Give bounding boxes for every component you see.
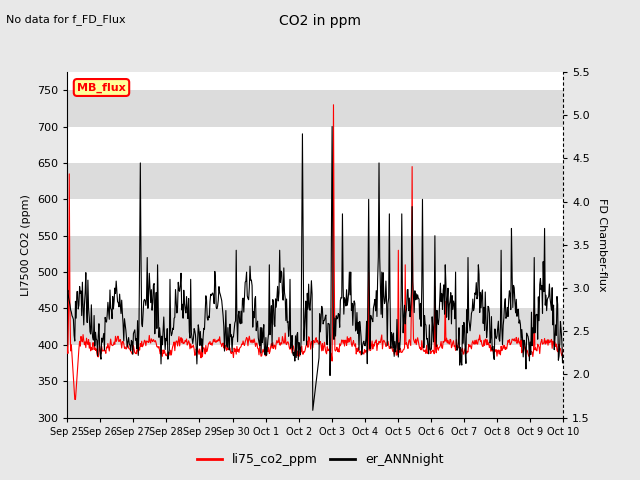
Bar	[67, 163, 563, 199]
Bar	[67, 236, 563, 272]
Bar	[67, 345, 563, 381]
Y-axis label: FD Chamber-flux: FD Chamber-flux	[596, 198, 607, 292]
Text: No data for f_FD_Flux: No data for f_FD_Flux	[6, 14, 126, 25]
Bar	[67, 199, 563, 236]
Bar	[67, 127, 563, 163]
Y-axis label: LI7500 CO2 (ppm): LI7500 CO2 (ppm)	[22, 194, 31, 296]
Text: MB_flux: MB_flux	[77, 83, 126, 93]
Legend: li75_co2_ppm, er_ANNnight: li75_co2_ppm, er_ANNnight	[191, 448, 449, 471]
Bar	[67, 381, 563, 418]
Text: CO2 in ppm: CO2 in ppm	[279, 14, 361, 28]
Bar	[67, 309, 563, 345]
Bar	[67, 272, 563, 309]
Bar	[67, 90, 563, 127]
